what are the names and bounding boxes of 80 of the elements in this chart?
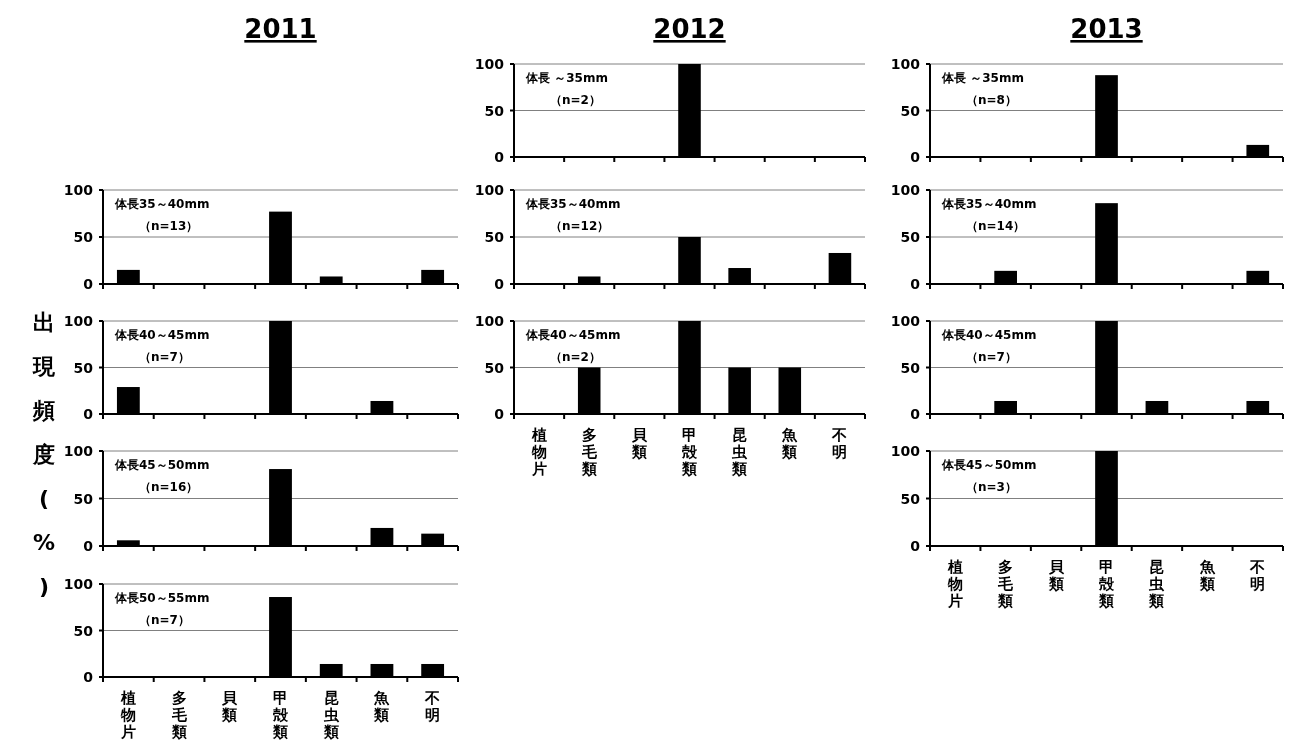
annotation: （n=12） (550, 219, 610, 233)
x-tick-label: 不明 (1249, 558, 1266, 593)
y-tick-label: 100 (890, 56, 921, 72)
annotation: （n=14） (966, 219, 1026, 233)
chart-title: 2013 (1070, 14, 1143, 44)
x-tick-label: 昆虫類 (1148, 558, 1166, 610)
y-tick-label: 0 (494, 149, 505, 165)
y-tick-label: 0 (910, 406, 921, 422)
y-tick-label: 0 (83, 406, 94, 422)
annotation: 体長35～40mm (114, 197, 210, 211)
chart-title: 2012 (653, 14, 726, 44)
y-tick-label: 100 (890, 443, 921, 459)
y-tick-label: 0 (83, 669, 94, 685)
annotation: （n=13） (139, 219, 199, 233)
x-tick-label: 甲殻類 (1098, 558, 1115, 610)
annotation: 体長35～40mm (525, 197, 621, 211)
annotation: （n=7） (139, 613, 190, 627)
y-tick-label: 50 (73, 490, 94, 507)
x-tick-label: 昆虫類 (731, 426, 749, 478)
x-tick-label: 貝類 (630, 426, 648, 461)
y-tick-label: 50 (73, 229, 94, 245)
y-tick-label: 100 (890, 182, 921, 198)
x-tick-label: 不明 (424, 689, 441, 724)
x-tick-label: 甲殻類 (681, 426, 698, 478)
x-tick-label: 魚類 (781, 426, 799, 461)
y-tick-label: 100 (63, 313, 94, 329)
y-tick-label: 0 (83, 538, 94, 554)
y-tick-label: 50 (484, 102, 505, 119)
y-tick-label: 0 (910, 276, 921, 292)
x-tick-label: 植物片 (946, 558, 963, 610)
y-tick-label: 100 (474, 313, 505, 329)
y-axis-title: 出現頻度 (%) (32, 310, 56, 599)
y-tick-label: 100 (63, 443, 94, 459)
y-tick-label: 0 (494, 406, 505, 422)
y-tick-label: 50 (900, 490, 921, 507)
annotation: （n=16） (139, 480, 199, 494)
x-tick-label: 魚類 (373, 689, 391, 724)
x-tick-label: 貝類 (1047, 558, 1065, 593)
annotation: 体長50～55mm (114, 591, 210, 605)
annotation: （n=7） (966, 350, 1017, 364)
annotation: 体長40～45mm (525, 328, 621, 342)
y-tick-label: 50 (900, 102, 921, 119)
y-tick-label: 50 (900, 229, 921, 245)
y-tick-label: 100 (474, 182, 505, 198)
x-tick-label: 多毛類 (580, 426, 598, 478)
y-tick-label: 0 (494, 276, 505, 292)
annotation: 体長 ～35mm (525, 71, 608, 85)
y-tick-label: 50 (73, 359, 94, 376)
x-tick-label: 植物片 (530, 426, 547, 478)
y-tick-label: 50 (900, 359, 921, 376)
annotation: （n=2） (550, 350, 601, 364)
y-tick-label: 0 (910, 149, 921, 165)
annotation: 体長 ～35mm (941, 71, 1024, 85)
y-tick-label: 50 (484, 359, 505, 376)
y-tick-label: 50 (73, 622, 94, 639)
y-tick-label: 100 (474, 56, 505, 72)
x-tick-label: 不明 (831, 426, 848, 461)
annotation: （n=7） (139, 350, 190, 364)
y-tick-label: 100 (63, 576, 94, 592)
y-tick-label: 50 (484, 229, 505, 245)
chart-title: 2011 (244, 14, 317, 44)
x-tick-label: 植物片 (119, 689, 136, 741)
x-tick-label: 貝類 (221, 689, 239, 724)
x-tick-label: 多毛類 (170, 689, 188, 741)
annotation: （n=3） (966, 480, 1017, 494)
y-tick-label: 0 (910, 538, 921, 554)
annotation: 体長40～45mm (941, 328, 1037, 342)
annotation: 体長45～50mm (941, 458, 1037, 472)
x-tick-label: 多毛類 (997, 558, 1015, 610)
x-tick-label: 魚類 (1198, 558, 1216, 593)
y-tick-label: 0 (83, 276, 94, 292)
x-tick-label: 昆虫類 (322, 689, 340, 741)
annotation: （n=8） (966, 93, 1017, 107)
x-tick-label: 甲殻類 (272, 689, 289, 741)
annotation: 体長35～40mm (941, 197, 1037, 211)
annotation: 体長40～45mm (114, 328, 210, 342)
y-tick-label: 100 (890, 313, 921, 329)
annotation: 体長45～50mm (114, 458, 210, 472)
annotation: （n=2） (550, 93, 601, 107)
y-tick-label: 100 (63, 182, 94, 198)
